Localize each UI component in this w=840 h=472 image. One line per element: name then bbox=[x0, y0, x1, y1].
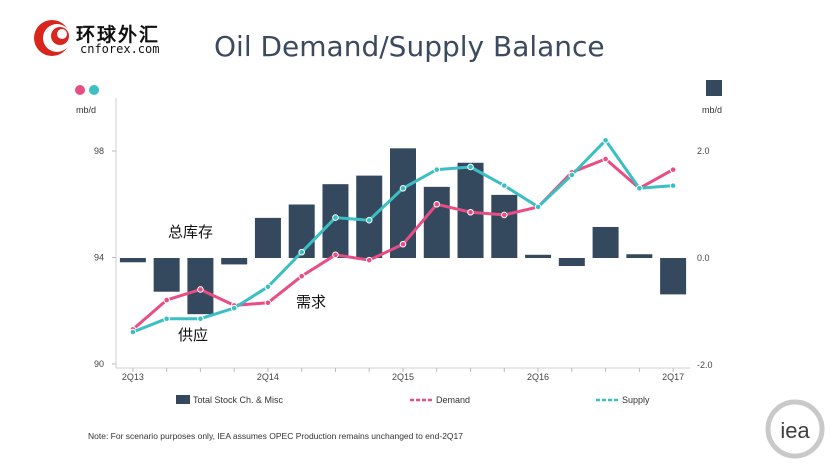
demand-point bbox=[669, 166, 677, 173]
stock-bar bbox=[390, 148, 416, 258]
legend-supply-label: Supply bbox=[622, 395, 650, 405]
right-tick-label: -2.0 bbox=[697, 360, 713, 370]
stock-bar bbox=[592, 226, 619, 258]
footnote: Note: For scenario purposes only, IEA as… bbox=[88, 431, 463, 441]
demand-point bbox=[467, 208, 474, 216]
iea-logo: iea bbox=[765, 399, 825, 459]
logo-domain: cnforex.com bbox=[80, 42, 160, 56]
supply-point bbox=[332, 214, 339, 221]
left-axis-unit: mb/d bbox=[76, 105, 96, 115]
stock-bar bbox=[356, 175, 383, 258]
stock-bar bbox=[491, 194, 518, 258]
stock-bar bbox=[254, 217, 281, 258]
x-tick-label: 2Q15 bbox=[392, 372, 414, 382]
x-tick-label: 2Q13 bbox=[122, 372, 144, 382]
right-axis-unit: mb/d bbox=[702, 105, 722, 115]
demand-point bbox=[602, 155, 609, 163]
supply-point bbox=[500, 182, 508, 189]
demand-annotation: 需求 bbox=[296, 293, 326, 311]
supply-point bbox=[568, 171, 576, 179]
legend-demand-label: Demand bbox=[436, 395, 470, 405]
demand-point bbox=[264, 299, 272, 307]
demand-legend-dot bbox=[75, 85, 85, 95]
supply-point bbox=[365, 216, 373, 224]
demand-point bbox=[365, 256, 373, 264]
x-tick-label: 2Q14 bbox=[257, 372, 279, 382]
supply-point bbox=[264, 283, 272, 291]
demand-point bbox=[163, 296, 170, 304]
demand-point bbox=[197, 286, 204, 293]
supply-point bbox=[399, 184, 407, 192]
cnforex-logo bbox=[30, 14, 180, 62]
stock-bar bbox=[187, 258, 214, 315]
stock-bar bbox=[119, 258, 146, 263]
supply-point bbox=[636, 184, 643, 192]
x-tick-label: 2Q16 bbox=[527, 372, 549, 382]
logo-chinese-name: 环球外汇 bbox=[76, 24, 161, 46]
stock-bar bbox=[221, 258, 248, 265]
right-tick-label: 2.0 bbox=[697, 146, 710, 156]
stock-bar bbox=[153, 258, 180, 292]
supply-point bbox=[433, 166, 441, 173]
supply-point bbox=[163, 315, 170, 323]
page-title: Oil Demand/Supply Balance bbox=[214, 30, 605, 63]
supply-point bbox=[129, 328, 137, 336]
demand-point bbox=[433, 200, 441, 208]
supply-point bbox=[197, 315, 204, 323]
iea-logo-text: iea bbox=[780, 418, 810, 443]
supply-legend-dot bbox=[89, 85, 99, 95]
x-tick-label: 2Q17 bbox=[662, 372, 684, 382]
cnforex-logo-mark bbox=[34, 20, 71, 56]
stock-bar bbox=[660, 258, 687, 295]
stock-bar bbox=[322, 184, 349, 258]
supply-point bbox=[467, 163, 474, 171]
demand-point bbox=[500, 211, 508, 219]
supply-point bbox=[298, 248, 306, 256]
supply-point bbox=[534, 203, 542, 211]
left-tick-label: 90 bbox=[94, 359, 104, 369]
left-tick-label: 94 bbox=[94, 253, 104, 263]
legend-stock-label: Total Stock Ch. & Misc bbox=[193, 395, 284, 405]
stock-bar bbox=[626, 254, 653, 258]
stock-bar bbox=[525, 254, 552, 258]
left-tick-label: 98 bbox=[94, 146, 104, 156]
demand-point bbox=[332, 251, 339, 259]
stock-annotation: 总库存 bbox=[168, 223, 213, 241]
legend-stock-swatch bbox=[176, 395, 190, 404]
stock-bar bbox=[558, 258, 585, 267]
right-tick-label: 0.0 bbox=[697, 253, 710, 263]
supply-point bbox=[669, 182, 677, 189]
stock-bar bbox=[423, 186, 450, 258]
demand-point bbox=[298, 272, 306, 280]
supply-annotation: 供应 bbox=[178, 326, 208, 344]
demand-point bbox=[399, 240, 407, 248]
supply-point bbox=[602, 137, 609, 144]
supply-point bbox=[230, 304, 238, 312]
stock-legend-square bbox=[706, 80, 722, 96]
